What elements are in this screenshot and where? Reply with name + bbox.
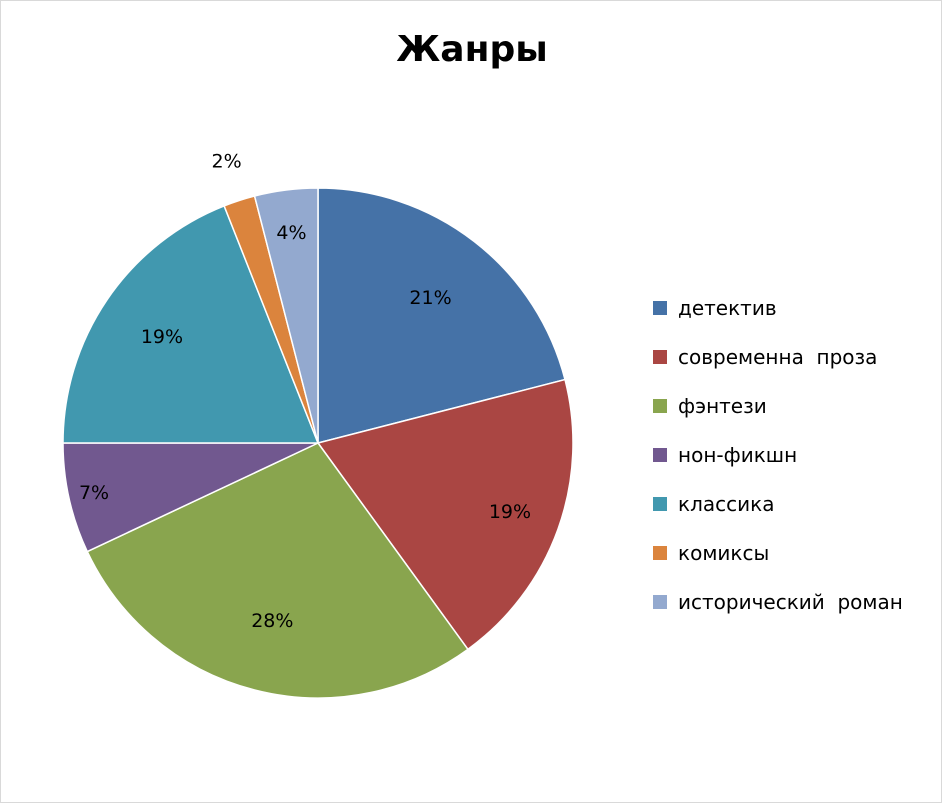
legend: детектив современна проза фэнтези нон-фикшн… — [653, 283, 903, 626]
legend-label: классика — [678, 491, 775, 516]
legend-label: фэнтези — [678, 393, 767, 418]
legend-label: детектив — [678, 295, 777, 320]
legend-item-3: фэнтези — [653, 381, 903, 430]
pie-slice-5 — [62, 204, 320, 444]
legend-swatch — [653, 300, 667, 315]
legend-label: комиксы — [678, 540, 770, 565]
data-label-2: 19% — [489, 501, 531, 523]
legend-swatch — [653, 447, 667, 462]
legend-item-4: нон-фикшн — [653, 430, 903, 479]
legend-swatch — [653, 545, 667, 560]
legend-item-6: комиксы — [653, 528, 903, 577]
legend-label: современна проза — [678, 344, 878, 369]
legend-label: нон-фикшн — [678, 442, 798, 467]
legend-item-2: современна проза — [653, 332, 903, 381]
legend-swatch — [653, 398, 667, 413]
data-label-3: 28% — [251, 610, 293, 632]
data-label-7: 4% — [276, 222, 306, 244]
legend-swatch — [653, 349, 667, 364]
pie-slice-3 — [86, 442, 469, 699]
data-label-6: 2% — [212, 151, 242, 173]
legend-item-1: детектив — [653, 283, 903, 332]
legend-swatch — [653, 496, 667, 511]
legend-swatch — [653, 594, 667, 609]
pie-slice-4 — [62, 442, 319, 553]
pie-slice-7 — [253, 187, 319, 444]
pie-slice-2 — [316, 378, 574, 651]
chart-title: Жанры — [396, 29, 548, 70]
pie-slice-1 — [317, 187, 566, 444]
legend-item-7: исторический роман — [653, 577, 903, 626]
legend-item-5: классика — [653, 479, 903, 528]
data-label-5: 19% — [141, 326, 183, 348]
legend-label: исторический роман — [678, 589, 903, 614]
data-label-4: 7% — [79, 482, 109, 504]
data-label-1: 21% — [409, 287, 451, 309]
